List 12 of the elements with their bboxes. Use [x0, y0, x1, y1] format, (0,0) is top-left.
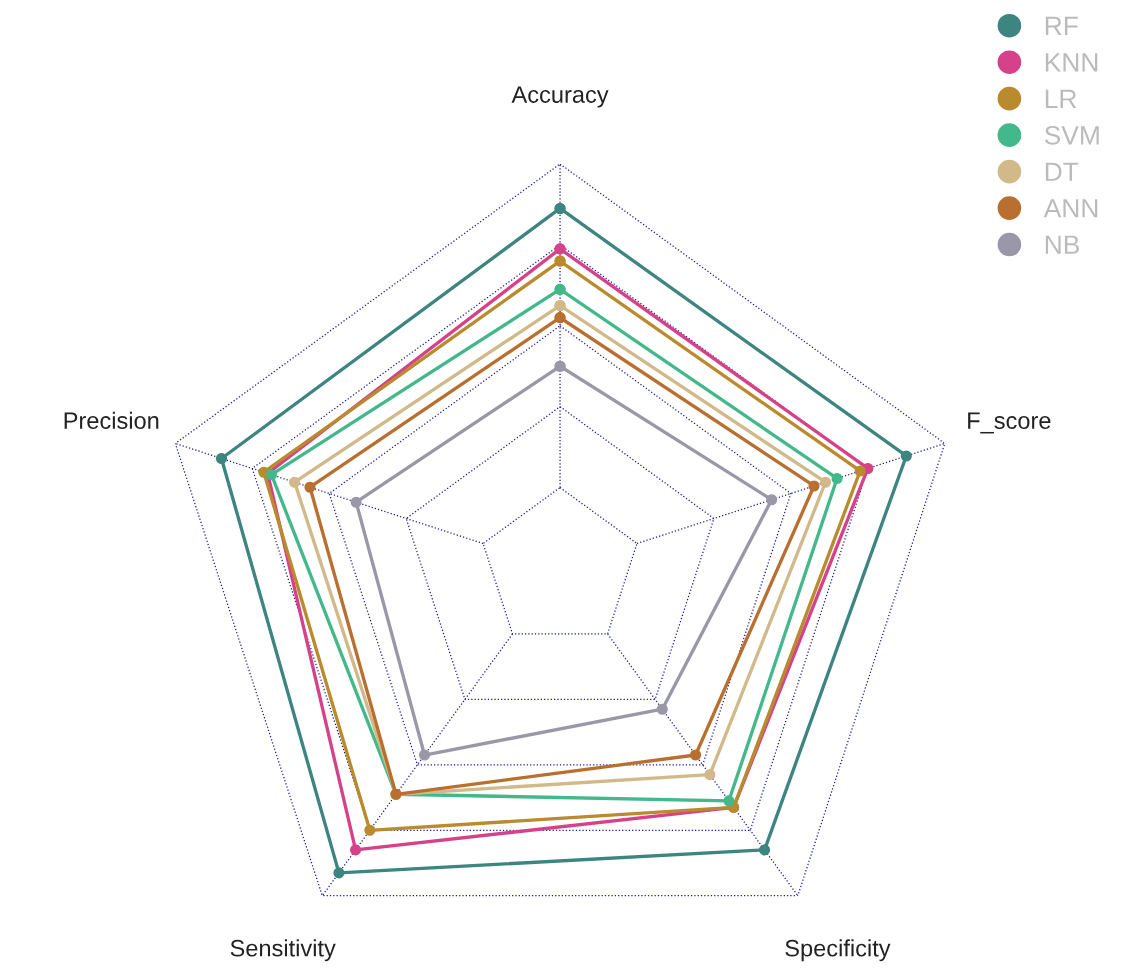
- spoke-label: Sensitivity: [230, 939, 336, 962]
- spoke-label: Accuracy: [511, 86, 609, 108]
- legend-label: DT: [1045, 162, 1079, 181]
- legend-label: NB: [1045, 235, 1079, 254]
- spoke-label: Precision: [64, 411, 159, 429]
- legend-label: SVM: [1044, 125, 1099, 145]
- legend-label: ANN: [1043, 199, 1098, 218]
- spoke-label: Specificity: [785, 939, 891, 962]
- legend-label: LR: [1045, 89, 1077, 108]
- legend-label: RF: [1045, 16, 1078, 35]
- legend-label: KNN: [1045, 53, 1098, 72]
- spoke-label: F_score: [968, 412, 1051, 434]
